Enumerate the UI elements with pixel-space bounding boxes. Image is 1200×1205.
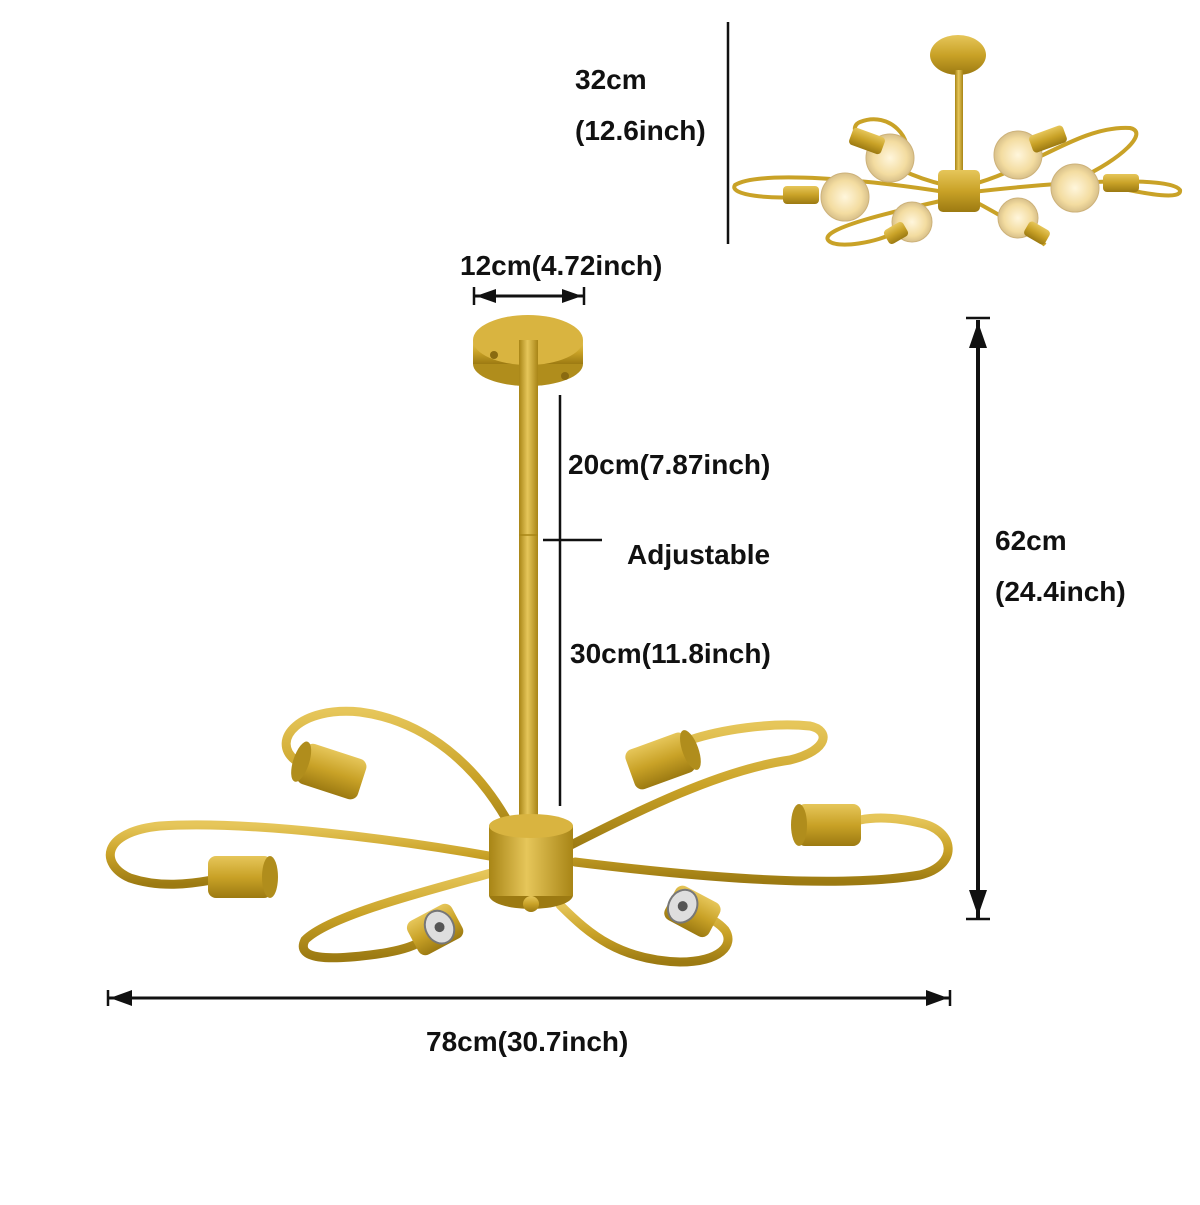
flush-height-inch-label: (12.6inch) [575,115,706,146]
canopy-width-label: 12cm(4.72inch) [460,250,663,281]
hub-top [489,814,573,838]
socket [664,885,721,938]
arrow-head [926,990,948,1006]
arrow-head [476,289,496,303]
dimension-lines [106,287,990,1006]
arrow-head [969,890,987,916]
adjustable-label: Adjustable [627,539,771,570]
hub-finial [523,896,539,912]
total-width-label: 78cm(30.7inch) [426,1026,629,1057]
arrow-head [969,322,987,348]
pendant-sockets [208,730,861,956]
flush-mount-chandelier-image [732,35,1182,247]
small-rod [955,70,963,180]
down-rod [519,340,538,818]
small-sockets [783,125,1139,245]
socket [406,903,464,956]
total-height-cm-label: 62cm [995,525,1067,556]
total-height-inch-label: (24.4inch) [995,576,1126,607]
arrow-head [562,289,582,303]
socket [625,730,701,790]
socket [208,856,278,898]
small-hub [938,170,980,212]
small-canopy [930,35,986,75]
flush-height-cm-label: 32cm [575,64,647,95]
socket [291,741,367,800]
rod-upper-label: 20cm(7.87inch) [568,449,771,480]
canopy-screw [490,351,498,359]
canopy-screw [561,372,569,380]
arrow-head [110,990,132,1006]
pendant-arms [105,706,953,967]
socket [791,804,861,846]
rod-lower-label: 30cm(11.8inch) [570,638,771,669]
pendant-chandelier-image [105,315,953,967]
